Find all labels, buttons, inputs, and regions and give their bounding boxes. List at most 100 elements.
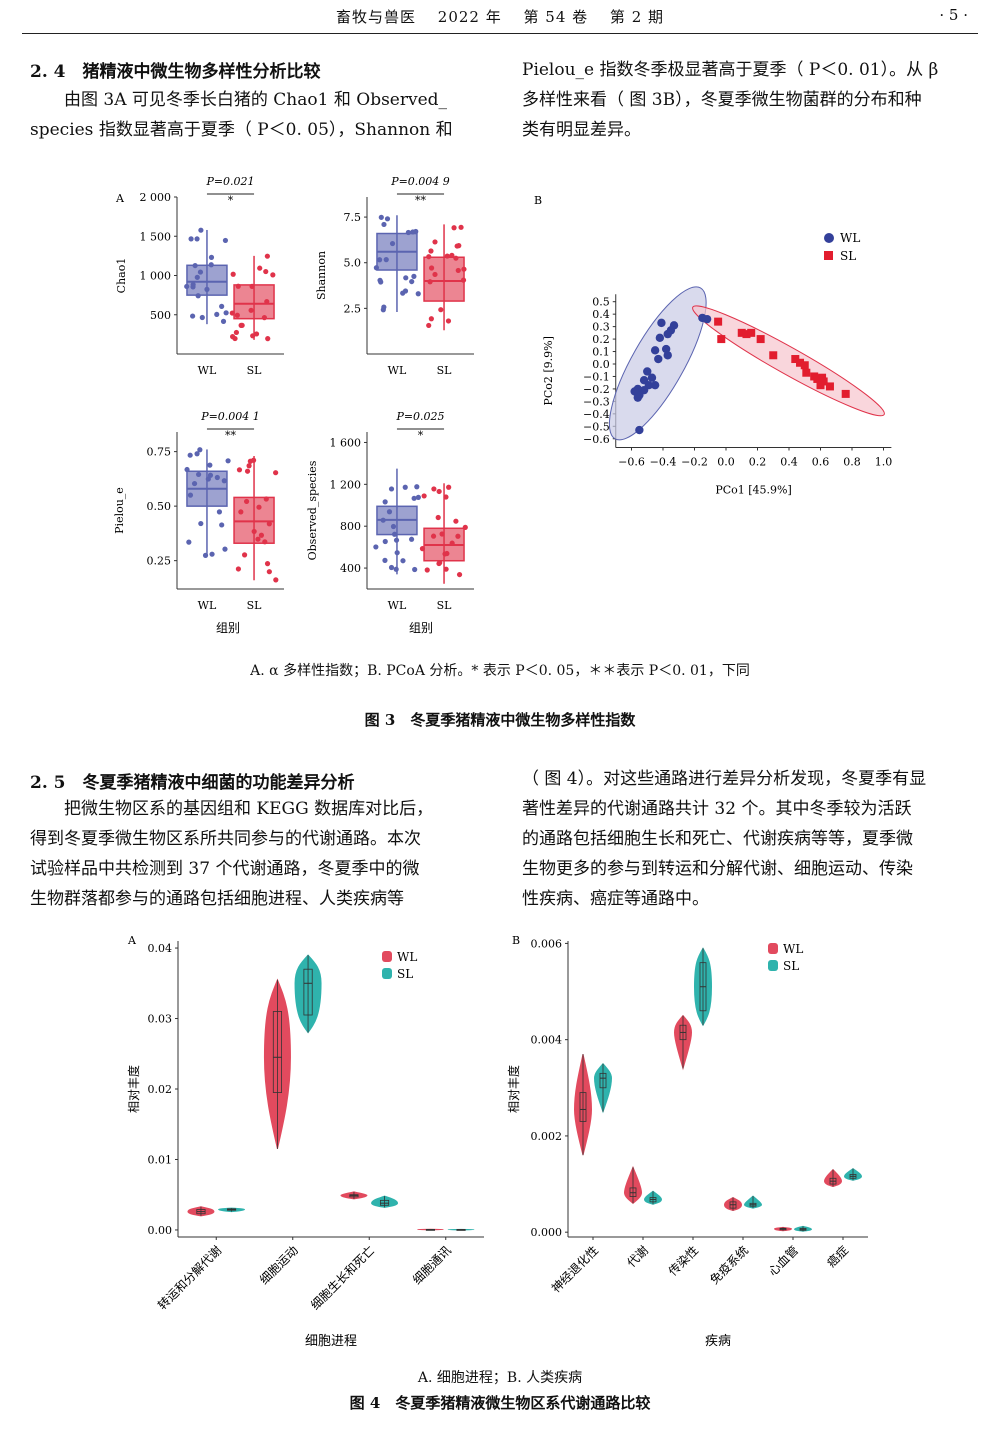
legend-sl-swatch <box>382 968 392 979</box>
x-group-label: SL <box>437 364 453 377</box>
x-group-label: WL <box>388 599 407 612</box>
data-point <box>235 283 241 289</box>
x-tick-label: 神经退化性 <box>549 1243 601 1295</box>
p-value-label: P=0.021 <box>205 175 254 188</box>
sl-point <box>717 335 726 344</box>
violin-box <box>599 1072 607 1089</box>
figure-3a-panel-label: A <box>115 192 125 205</box>
legend-wl-swatch <box>382 951 392 962</box>
running-head: 畜牧与兽医 2022 年 第 54 卷 第 2 期 <box>0 6 1000 27</box>
violin-box <box>303 968 313 1016</box>
data-point <box>205 476 211 482</box>
data-point <box>219 303 225 309</box>
data-point <box>428 265 435 271</box>
pcoa-y-tick-label: 0.2 <box>592 333 610 346</box>
y-axis-title: 相对丰度 <box>126 1065 141 1113</box>
wl-point <box>663 329 672 339</box>
pcoa-y-tick-label: 0.3 <box>592 321 610 334</box>
data-point <box>460 277 467 283</box>
data-point <box>442 551 448 557</box>
wl-point <box>633 393 642 402</box>
pcoa-y-tick-label: −0.3 <box>583 395 610 408</box>
data-point <box>402 484 408 490</box>
x-tick-label: 转运和分解代谢 <box>154 1243 224 1313</box>
y-tick-label: 0.00 <box>148 1224 173 1237</box>
data-point <box>428 248 434 254</box>
sl-point <box>742 330 751 339</box>
p-value-label: P=0.004 1 <box>200 410 260 423</box>
text-line: 由图 3A 可见冬季长白猪的 Chao1 和 Observed_ <box>64 90 448 110</box>
x-group-label: WL <box>388 364 407 377</box>
figure-3-caption: 图 3 冬夏季猪精液中微生物多样性指数 <box>364 711 636 729</box>
y-tick-label: 2 000 <box>140 191 172 204</box>
data-point <box>455 533 461 539</box>
group-axis-label-left: 组别 <box>216 621 240 635</box>
significance-stars: * <box>228 194 234 207</box>
pcoa-y-tick-label: −0.1 <box>583 370 610 383</box>
pcoa-y-tick-label: −0.4 <box>583 408 610 421</box>
wl-point <box>650 380 660 390</box>
data-point <box>188 236 194 242</box>
data-point <box>187 452 193 458</box>
data-point <box>413 228 419 235</box>
y-tick-label: 0.02 <box>148 1083 173 1096</box>
figure-3: A B 500 1 000 1 500 2 000 Chao1 P=0.021 * WL SL … <box>113 175 892 635</box>
data-point <box>265 336 271 342</box>
data-point <box>380 517 386 523</box>
y-axis-title: Shannon <box>315 251 328 300</box>
data-point <box>220 318 227 324</box>
data-point <box>382 538 388 545</box>
figure-4: A B 0.000.010.020.030.04相对丰度转运和分解代谢 细胞运动细… <box>126 934 868 1349</box>
x-axis-title: 疾病 <box>705 1334 731 1349</box>
legend-wl-label: WL <box>840 231 860 245</box>
section-2-4-heading: 2. 4 猪精液中微生物多样性分析比较 <box>30 62 321 82</box>
significance-stars: * <box>418 429 424 442</box>
text-line: species 指数显著高于夏季（ P＜0. 05），Shannon 和 <box>30 120 453 140</box>
y-tick-label: 1 000 <box>140 270 172 283</box>
data-point <box>389 240 396 247</box>
figure-3-note: A. α 多样性指数；B. PCoA 分析。* 表示 P＜0. 05，＊＊表示 … <box>250 663 750 679</box>
data-point <box>208 262 214 268</box>
data-point <box>373 544 379 550</box>
data-point <box>253 331 260 337</box>
data-point <box>461 266 467 272</box>
box-iqr <box>423 256 465 302</box>
sl-point <box>800 361 809 370</box>
data-point <box>256 504 262 510</box>
group-axis-label-right: 组别 <box>409 621 433 635</box>
y-tick-label: 0.75 <box>147 446 172 459</box>
data-point <box>223 310 229 316</box>
legend-sl-marker <box>824 251 833 260</box>
data-point <box>449 252 455 258</box>
x-tick-label: 细胞通讯 <box>410 1243 454 1287</box>
y-tick-label: 0.002 <box>531 1130 563 1143</box>
wl-point <box>654 354 663 364</box>
section-2-5-right-text: （ 图 4）。对这些通路进行差异分析发现，冬夏季有显 著性差异的代谢通路共计 3… <box>522 764 977 914</box>
x-tick-label: 传染性 <box>665 1243 701 1279</box>
text-line: 试验样品中共检测到 37 个代谢通路，冬夏季中的微 <box>30 859 420 879</box>
text-line: 类有明显差异。 <box>522 120 641 140</box>
sl-point <box>813 374 822 383</box>
data-point <box>454 243 460 249</box>
y-tick-label: 0.01 <box>148 1153 173 1166</box>
data-point <box>446 484 452 490</box>
y-tick-label: 1 600 <box>330 436 362 449</box>
pielou-boxplot: 0.25 0.50 0.75 Pielou_e P=0.004 1 ** WL SL <box>113 410 284 612</box>
x-tick-label: 免疫系统 <box>707 1243 752 1288</box>
box-iqr <box>233 496 275 544</box>
legend-sl-label: SL <box>397 967 413 981</box>
figure-4b-panel-label: B <box>512 934 520 947</box>
y-tick-label: 5.0 <box>344 257 362 270</box>
data-point <box>266 569 272 575</box>
data-point <box>458 224 464 230</box>
data-point <box>214 474 220 481</box>
data-point <box>409 278 415 285</box>
figure-3a-box-plots: 500 1 000 1 500 2 000 Chao1 P=0.021 * WL SL 2.5 5… <box>113 175 474 612</box>
data-point <box>426 322 432 329</box>
wl-point <box>657 318 666 328</box>
data-point <box>390 523 397 530</box>
sl-point <box>802 368 811 377</box>
y-tick-label: 2.5 <box>344 302 362 315</box>
pcoa-x-tick-label: 0.0 <box>717 455 735 468</box>
